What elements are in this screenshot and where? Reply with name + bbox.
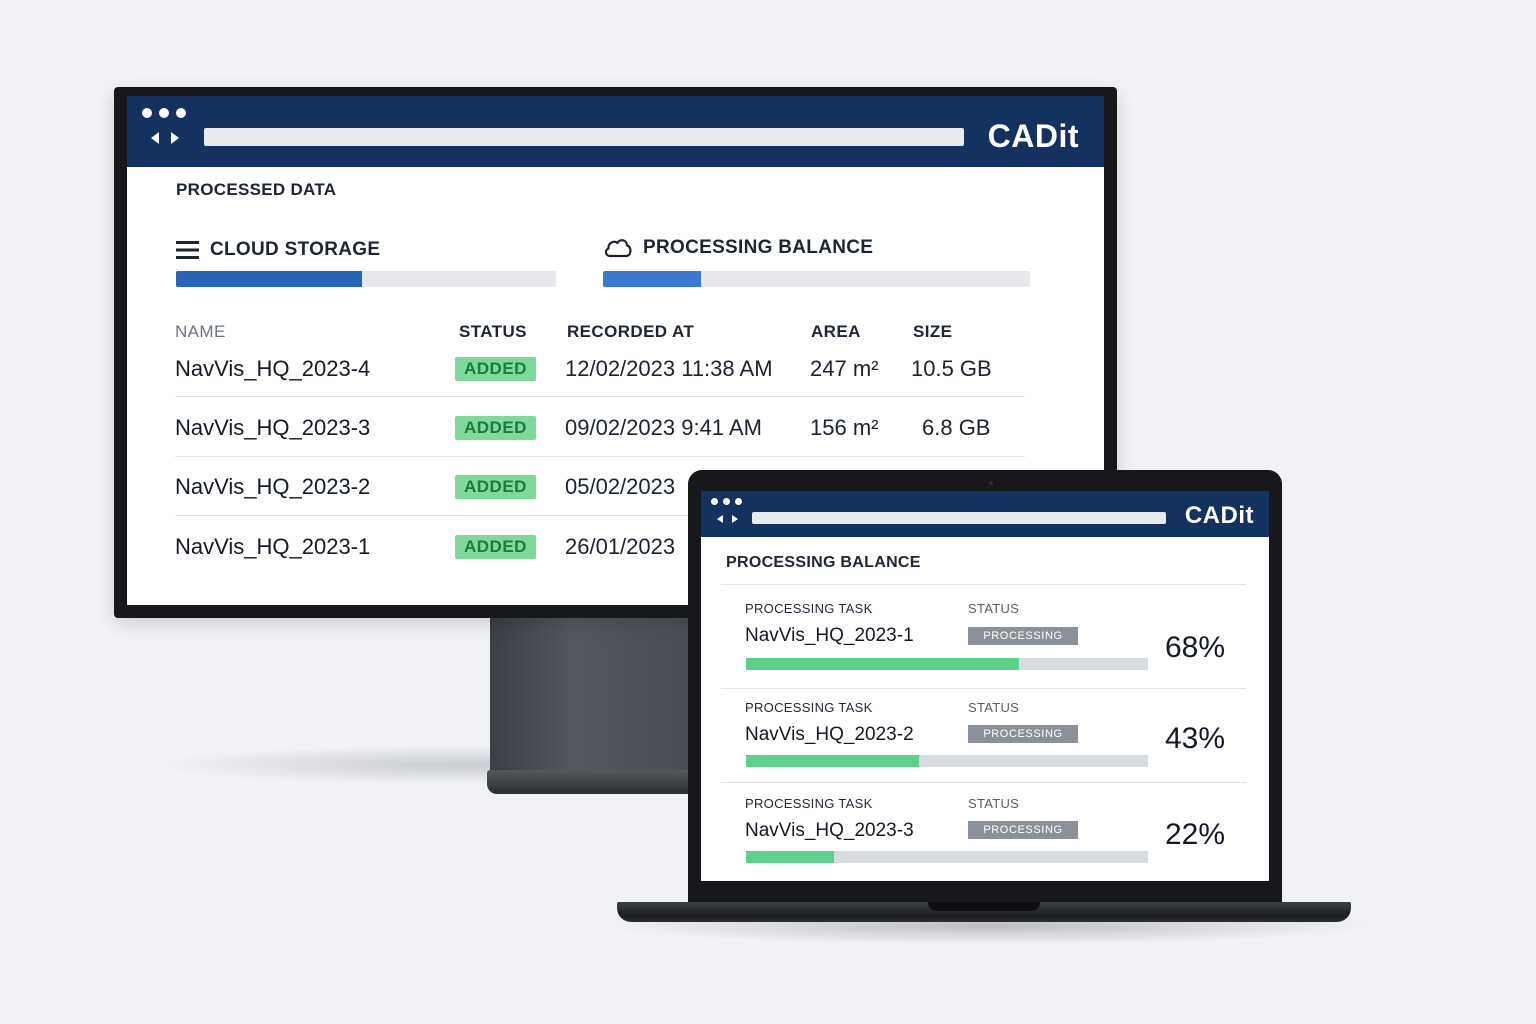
table-row[interactable]: NavVis_HQ_2023-1 ADDED 26/01/2023 — [175, 532, 1025, 576]
task-divider — [721, 688, 1246, 689]
task-progress-bar — [746, 851, 1148, 863]
cloud-storage-label: CLOUD STORAGE — [210, 239, 381, 260]
task-name: NavVis_HQ_2023-2 — [745, 724, 914, 745]
task-label: PROCESSING TASK — [745, 601, 873, 616]
address-bar[interactable] — [752, 512, 1166, 524]
task-label: PROCESSING TASK — [745, 700, 873, 715]
task-name: NavVis_HQ_2023-1 — [745, 625, 914, 646]
menu-icon — [176, 241, 199, 259]
row-divider — [175, 515, 1025, 516]
task-percent: 43% — [1165, 722, 1226, 755]
laptop-hinge-notch — [928, 902, 1040, 911]
laptop-screen: CADit PROCESSING BALANCE PROCESSING TASK… — [701, 491, 1269, 881]
table-row[interactable]: NavVis_HQ_2023-2 ADDED 05/02/2023 — [175, 472, 1025, 516]
table-row[interactable]: NavVis_HQ_2023-3 ADDED 09/02/2023 9:41 A… — [175, 413, 1025, 457]
task-divider — [721, 782, 1246, 783]
window-controls — [711, 498, 742, 505]
task-percent: 68% — [1165, 631, 1226, 664]
forward-arrow-icon[interactable] — [171, 132, 179, 144]
task-progress-bar — [746, 658, 1148, 670]
task-label: PROCESSING TASK — [745, 796, 873, 811]
table-row[interactable]: NavVis_HQ_2023-4 ADDED 12/02/2023 11:38 … — [175, 354, 1025, 398]
column-header-name[interactable]: NAME — [175, 322, 226, 341]
cloud-storage-bar — [176, 271, 556, 287]
task-progress-bar — [746, 755, 1148, 767]
brand-logo: CADit — [1184, 502, 1254, 529]
back-arrow-icon[interactable] — [717, 515, 723, 523]
forward-arrow-icon[interactable] — [732, 515, 738, 523]
window-dot-icon[interactable] — [159, 108, 169, 118]
row-divider — [175, 396, 1025, 397]
row-recorded-at: 26/01/2023 — [565, 534, 676, 559]
status-badge: PROCESSING — [968, 821, 1078, 839]
window-dot-icon[interactable] — [176, 108, 186, 118]
processing-balance-fill — [603, 271, 702, 287]
row-name: NavVis_HQ_2023-1 — [175, 534, 371, 559]
row-size: 6.8 GB — [922, 415, 991, 440]
processing-balance-label: PROCESSING BALANCE — [643, 237, 874, 258]
processing-task[interactable]: PROCESSING TASK STATUS NavVis_HQ_2023-2 … — [745, 700, 1235, 780]
page-title: PROCESSED DATA — [176, 180, 337, 199]
status-badge: ADDED — [455, 416, 536, 440]
row-recorded-at: 12/02/2023 11:38 AM — [565, 356, 773, 381]
monitor-stand-base — [487, 770, 717, 794]
cloud-icon — [604, 239, 632, 258]
cloud-storage-fill — [176, 271, 363, 287]
status-badge: ADDED — [455, 535, 536, 559]
laptop-base — [617, 902, 1351, 922]
task-progress-fill — [746, 851, 835, 863]
nav-arrows — [151, 132, 179, 144]
task-progress-fill — [746, 658, 1020, 670]
window-controls — [142, 108, 186, 118]
window-dot-icon[interactable] — [711, 498, 718, 505]
row-divider — [175, 456, 1025, 457]
browser-titlebar: CADit — [127, 96, 1104, 167]
status-label: STATUS — [968, 601, 1020, 616]
status-label: STATUS — [968, 700, 1020, 715]
row-size: 10.5 GB — [911, 356, 992, 381]
status-badge: ADDED — [455, 475, 536, 499]
row-name: NavVis_HQ_2023-2 — [175, 474, 371, 499]
browser-titlebar: CADit — [701, 491, 1269, 537]
status-badge: ADDED — [455, 357, 536, 381]
row-name: NavVis_HQ_2023-3 — [175, 415, 371, 440]
address-bar[interactable] — [204, 128, 964, 146]
status-label: STATUS — [968, 796, 1020, 811]
desktop-monitor: CADit PROCESSED DATA CLOUD STORAGE PROCE… — [114, 87, 1117, 618]
row-area: 247 m² — [810, 356, 879, 381]
column-header-area[interactable]: AREA — [811, 322, 861, 341]
column-header-recorded-at[interactable]: RECORDED AT — [567, 322, 695, 341]
back-arrow-icon[interactable] — [151, 132, 159, 144]
monitor-stand — [490, 612, 700, 777]
processing-balance-bar — [603, 271, 1030, 287]
processing-task[interactable]: PROCESSING TASK STATUS NavVis_HQ_2023-3 … — [745, 796, 1235, 876]
window-dot-icon[interactable] — [723, 498, 730, 505]
column-header-size[interactable]: SIZE — [913, 322, 953, 341]
brand-logo: CADit — [987, 118, 1079, 154]
laptop: CADit PROCESSING BALANCE PROCESSING TASK… — [688, 470, 1282, 902]
nav-arrows — [717, 515, 738, 523]
cloud-storage-header: CLOUD STORAGE — [176, 239, 380, 261]
column-header-status[interactable]: STATUS — [459, 322, 527, 341]
section-divider — [721, 584, 1246, 585]
processing-balance-header: PROCESSING BALANCE — [603, 237, 873, 259]
row-name: NavVis_HQ_2023-4 — [175, 356, 371, 381]
row-recorded-at: 09/02/2023 9:41 AM — [565, 415, 762, 440]
task-name: NavVis_HQ_2023-3 — [745, 820, 914, 841]
laptop-camera — [989, 481, 993, 485]
status-badge: PROCESSING — [968, 725, 1078, 743]
page-title: PROCESSING BALANCE — [726, 554, 921, 571]
row-recorded-at: 05/02/2023 — [565, 474, 676, 499]
status-badge: PROCESSING — [968, 627, 1078, 645]
task-percent: 22% — [1165, 818, 1226, 851]
window-dot-icon[interactable] — [142, 108, 152, 118]
processing-task[interactable]: PROCESSING TASK STATUS NavVis_HQ_2023-1 … — [745, 601, 1235, 681]
task-progress-fill — [746, 755, 919, 767]
window-dot-icon[interactable] — [735, 498, 742, 505]
row-area: 156 m² — [810, 415, 879, 440]
